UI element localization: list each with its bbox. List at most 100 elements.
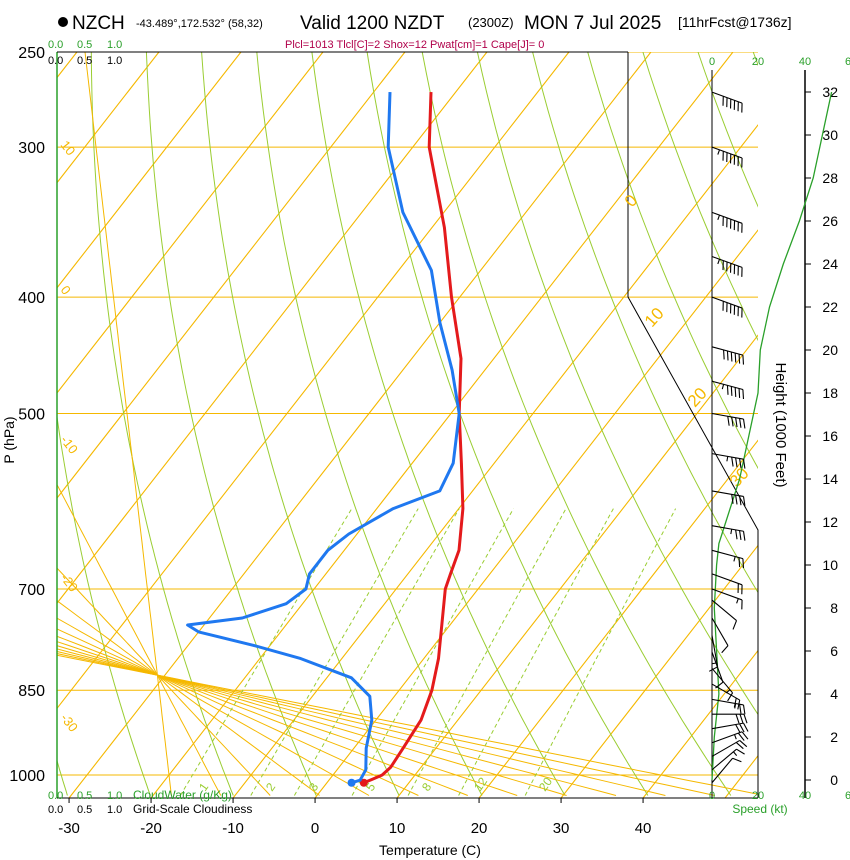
wind-barb-staff [711, 453, 744, 460]
cloud-water-tick-label: 0.5 [77, 39, 92, 51]
x-axis-title: Temperature (C) [379, 842, 481, 858]
moist-adiabat-line [57, 567, 271, 796]
wind-barb-flag [726, 456, 729, 462]
wind-barb-flag [735, 494, 738, 505]
wind-barb-flag [726, 385, 729, 395]
height-tick-label: 8 [830, 600, 838, 616]
y-axis-title: P (hPa) [1, 416, 17, 463]
mixing-ratio-label: 5 [363, 780, 378, 794]
wind-barb [711, 255, 743, 277]
mixing-ratio-line [458, 508, 614, 796]
x-tick-label: 10 [389, 820, 406, 837]
speed-tick-label: 40 [799, 56, 811, 68]
mixing-ratio-line [351, 508, 514, 796]
wind-barb-flag [715, 681, 724, 689]
isotherm-label: 10 [58, 138, 79, 159]
wind-barb-flag [730, 386, 733, 396]
wind-barb-staff [711, 757, 733, 784]
x-tick-label: 20 [471, 820, 488, 837]
mixing-ratio-label: 2 [263, 780, 278, 794]
zulu-time: (2300Z) [468, 15, 514, 30]
wind-barb-staff [711, 617, 729, 646]
pressure-tick-label: 500 [18, 407, 45, 424]
right-boundary-line [627, 52, 759, 798]
height-axis-title: Height (1000 Feet) [772, 362, 789, 487]
wind-barb-staff [711, 525, 744, 532]
wind-barb-flag [739, 458, 742, 468]
wind-barb-staff [711, 739, 740, 757]
wind-barb-flag [742, 355, 745, 365]
wind-barb-flag [732, 757, 742, 763]
x-tick-label: 40 [635, 820, 652, 837]
speed-tick-label: 20 [752, 56, 764, 68]
isotherm-line [57, 52, 160, 184]
wind-barb [711, 748, 745, 771]
wind-barb [711, 617, 729, 654]
wind-barb-flag [733, 556, 736, 562]
wind-barb [711, 722, 749, 734]
wind-barb-flag [733, 751, 738, 756]
moist-adiabat-line [57, 483, 222, 796]
isotherm-line [560, 544, 758, 798]
dewpoint-line-surface-point [347, 778, 356, 787]
pressure-tick-label: 700 [18, 582, 45, 599]
wind-barb [711, 588, 743, 610]
isotherm-line [68, 52, 652, 798]
wind-barb [708, 635, 719, 672]
wind-barb-flag [708, 666, 718, 672]
wind-barb [711, 490, 746, 506]
wind-barb-flag [742, 496, 746, 506]
speed-tick-label: 0 [709, 56, 715, 68]
wind-barb-flag [721, 645, 729, 654]
moist-adiabat-line [57, 650, 666, 796]
wind-speed-profile-line [711, 91, 833, 781]
wind-barb-flag [734, 734, 737, 740]
isotherm-label: -20 [58, 571, 81, 595]
cloud-water-tick-label: 0.5 [77, 790, 92, 802]
cloud-water-label: CloudWater (g/Kg) [133, 788, 232, 802]
wind-barb [711, 211, 743, 233]
chart-axes: -30 -20 -10 0 10 20 30 402503004005007008501000… [9, 39, 850, 837]
dry-adiabat-line [145, 52, 317, 796]
isotherm-label: 20 [684, 384, 711, 411]
wind-barb [711, 146, 743, 168]
wind-barb-flag [723, 349, 725, 360]
chart-grid [57, 52, 758, 798]
cloud-water-tick-label: 1.0 [107, 39, 122, 51]
wind-barb-flag [738, 557, 741, 568]
isotherm-line [57, 52, 570, 710]
wind-barb-flag [725, 689, 731, 694]
cloudiness-tick-label: 0.5 [77, 55, 92, 67]
mixing-ratio-label: 12 [471, 774, 490, 793]
mixing-ratio-line [179, 508, 353, 796]
wind-barb-flag [731, 494, 734, 504]
wind-barb-flag [741, 731, 749, 740]
x-tick-label: -10 [222, 820, 244, 837]
wind-barb-flag [735, 529, 738, 540]
wind-barb-flag [739, 723, 745, 733]
moist-adiabat-line [57, 617, 370, 796]
dry-adiabat-line [642, 52, 758, 342]
wind-barb-flag [735, 457, 738, 468]
height-tick-label: 22 [822, 299, 838, 315]
dry-adiabat-line [587, 52, 758, 470]
wind-barb-staff [711, 748, 737, 771]
wind-barb-flag [717, 214, 721, 220]
moist-adiabat-line [57, 628, 419, 796]
mixing-ratio-line [407, 508, 567, 796]
wind-barb-flag [738, 388, 741, 398]
wind-barb [711, 739, 748, 757]
wind-barb-flag [727, 692, 734, 702]
cloud-water-tick-label: 0.0 [48, 790, 63, 802]
x-tick-label: -30 [58, 820, 80, 837]
height-tick-label: 28 [822, 170, 838, 186]
dry-adiabat-line [366, 52, 649, 796]
isotherm-line [57, 52, 324, 394]
speed-tick-label: 40 [799, 790, 811, 802]
cloudiness-tick-label: 0.0 [48, 55, 63, 67]
isotherm-line [57, 52, 406, 499]
height-tick-label: 32 [822, 84, 838, 100]
isotherm-line [57, 52, 488, 605]
mixing-ratio-label: 3 [306, 780, 321, 794]
